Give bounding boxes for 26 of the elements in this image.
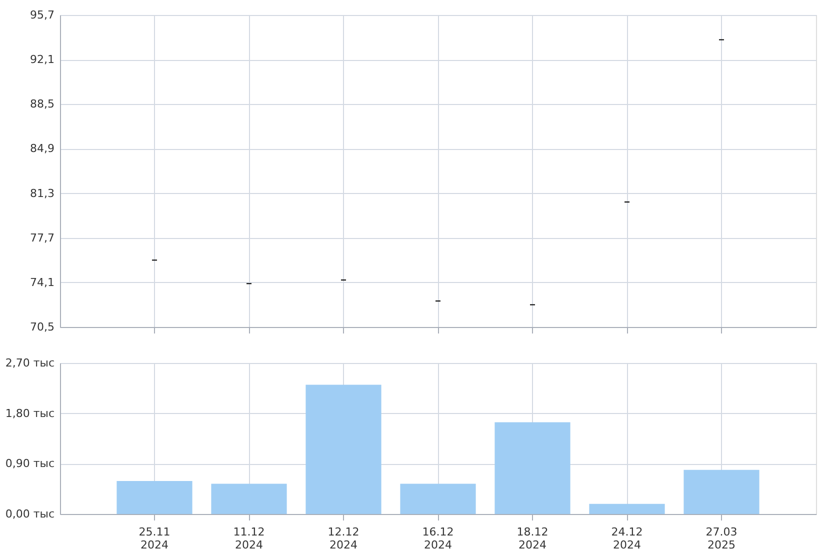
y-tick-label: 2,70 тыс xyxy=(5,356,54,370)
x-tick-label: 24.12 2024 xyxy=(611,526,643,550)
y-tick-label: 81,3 xyxy=(30,186,54,200)
bar xyxy=(494,422,570,514)
bar xyxy=(684,470,760,514)
bar xyxy=(116,481,192,514)
x-tick-label: 27.03 2025 xyxy=(706,526,738,550)
x-tick-label: 16.12 2024 xyxy=(422,526,454,550)
y-tick-label: 95,7 xyxy=(30,8,54,22)
x-tick-label: 18.12 2024 xyxy=(516,526,548,550)
bar xyxy=(589,504,665,514)
bar xyxy=(211,484,287,514)
y-tick-label: 92,1 xyxy=(30,53,54,66)
y-tick-label: 77,7 xyxy=(30,231,54,244)
y-tick-label: 1,80 тыс xyxy=(5,406,54,420)
x-tick-label: 25.11 2024 xyxy=(138,526,170,550)
y-tick-label: 0,90 тыс xyxy=(5,457,54,470)
y-tick-label: 84,9 xyxy=(30,142,54,156)
x-tick-label: 11.12 2024 xyxy=(233,526,265,550)
y-tick-label: 74,1 xyxy=(30,276,54,289)
bar xyxy=(306,384,382,514)
y-tick-label: 70,5 xyxy=(30,320,54,334)
y-tick-label: 88,5 xyxy=(30,98,54,111)
x-tick-label: 12.12 2024 xyxy=(328,526,360,550)
y-tick-label: 0,00 тыс xyxy=(5,508,54,520)
bar xyxy=(400,484,476,514)
